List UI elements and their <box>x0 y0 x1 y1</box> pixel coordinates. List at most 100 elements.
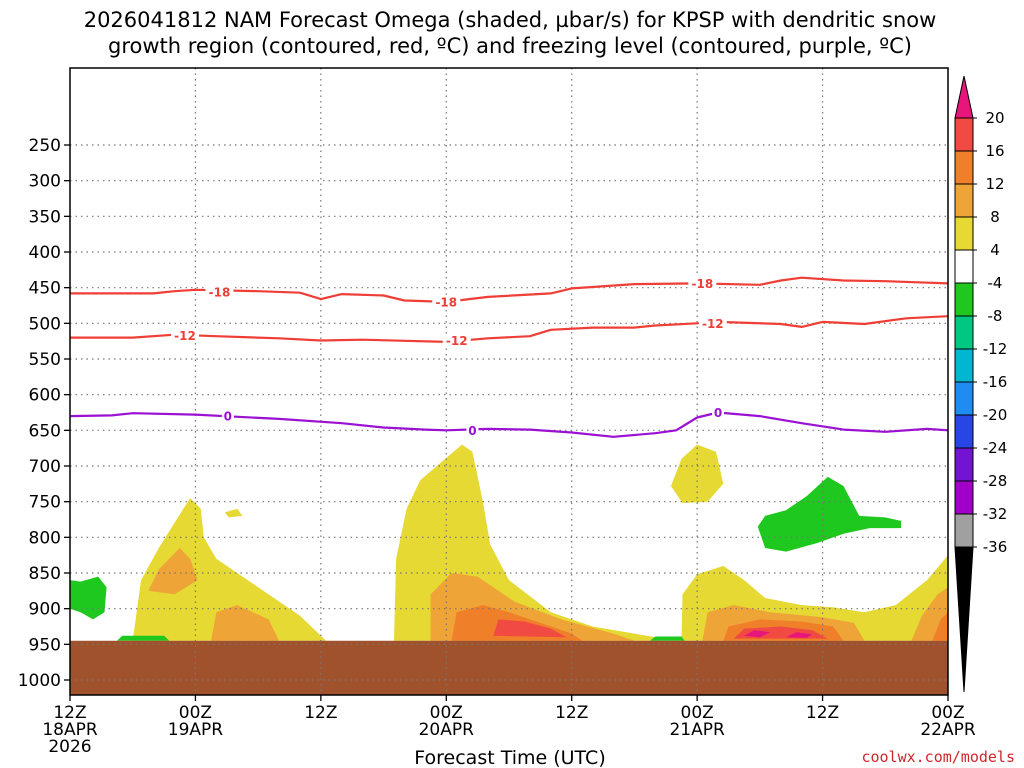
colorbar-label-12: -32 <box>983 505 1008 523</box>
colorbar-swatch-8 <box>954 348 974 383</box>
x-tick-label-1-0: 00Z <box>179 703 212 723</box>
chart-title-line2: growth region (contoured, red, ºC) and f… <box>108 34 912 58</box>
plot-frame <box>69 67 949 696</box>
contour-label-2: -18 <box>692 277 714 291</box>
colorbar-swatch-13 <box>954 513 974 548</box>
contour-lines <box>69 276 949 438</box>
contour-freezing-2 <box>69 411 949 438</box>
contour-label-4: -12 <box>446 334 468 348</box>
upward-motion-21apr-cell <box>671 444 724 504</box>
colorbar: 20 16 12 8 4 -4 -8 -12 -16 -20 -24 -28 -32 -36 <box>954 75 1008 693</box>
credit-text: coolwx.com/models <box>861 748 1015 766</box>
colorbar-swatch-4 <box>954 216 974 251</box>
contour-label-3: -12 <box>174 329 196 343</box>
y-tick-label-650: 650 <box>29 421 61 441</box>
y-tick-label-250: 250 <box>29 136 61 156</box>
colorbar-swatch-11 <box>954 447 974 482</box>
contour-label-bg-5 <box>698 316 727 331</box>
x-tick-label-5-1: 21APR <box>669 720 725 740</box>
colorbar-swatch-7 <box>954 315 974 350</box>
colorbar-label-7: -12 <box>983 340 1008 358</box>
colorbar-label-6: -8 <box>988 307 1003 325</box>
x-tick-label-6-0: 12Z <box>806 703 839 723</box>
colorbar-swatch-10 <box>954 414 974 449</box>
x-tick-label-0-2: 2026 <box>48 737 91 757</box>
upward-motion-21apr-peak2 <box>786 632 813 638</box>
downward-motion-west <box>70 576 107 620</box>
upward-motion-22apr-strong <box>932 612 948 641</box>
contour-dendritic-1 <box>70 315 949 343</box>
grid-lines <box>70 68 948 695</box>
y-tick-label-950: 950 <box>29 635 61 655</box>
colorbar-label-13: -36 <box>983 538 1008 556</box>
colorbar-swatch-12 <box>954 480 974 515</box>
chart-title-line1: 2026041812 NAM Forecast Omega (shaded, µ… <box>84 8 937 32</box>
contour-label-bg-4 <box>442 333 471 348</box>
colorbar-label-9: -20 <box>983 406 1008 424</box>
contour-label-0: -18 <box>209 285 231 299</box>
upward-motion-19apr <box>132 498 327 641</box>
colorbar-label-11: -28 <box>983 472 1008 490</box>
colorbar-swatch-14 <box>954 546 974 693</box>
colorbar-swatch-5 <box>954 249 974 284</box>
colorbar-swatch-3 <box>954 183 974 218</box>
x-axis-label: Forecast Time (UTC) <box>414 747 605 768</box>
colorbar-label-5: -4 <box>988 274 1003 292</box>
upward-motion-20apr-core <box>493 619 567 638</box>
y-tick-label-850: 850 <box>29 564 61 584</box>
y-axis-ticks: 250 300 350 400 450 500 550 600 650 700 750 800 850 9… <box>18 136 70 691</box>
contour-label-bg-2 <box>688 276 717 291</box>
colorbar-label-2: 12 <box>985 175 1004 193</box>
x-tick-label-3-0: 00Z <box>430 703 463 723</box>
y-tick-label-500: 500 <box>29 314 61 334</box>
colorbar-swatch-6 <box>954 282 974 317</box>
colorbar-label-10: -24 <box>983 439 1008 457</box>
colorbar-swatch-1 <box>954 117 974 152</box>
y-tick-label-400: 400 <box>29 243 61 263</box>
colorbar-swatch-2 <box>954 150 974 185</box>
contour-label-7: 0 <box>468 424 476 438</box>
colorbar-swatch-0 <box>954 75 974 119</box>
x-tick-label-7-1: 22APR <box>920 720 976 740</box>
y-tick-label-800: 800 <box>29 528 61 548</box>
contour-labels: -18 -18 -18 -12 -12 -12 0 0 0 <box>170 276 727 438</box>
downward-motion-sfc-1 <box>117 635 170 641</box>
x-tick-label-4-0: 12Z <box>555 703 588 723</box>
x-tick-label-5-0: 00Z <box>681 703 714 723</box>
downward-motion-sfc-2 <box>650 636 685 641</box>
x-tick-label-2-0: 12Z <box>304 703 337 723</box>
contour-label-bg-8 <box>712 405 725 420</box>
contour-label-1: -18 <box>435 295 457 309</box>
omega-shading <box>70 444 948 641</box>
upward-motion-21apr-peak <box>744 630 771 638</box>
y-tick-label-350: 350 <box>29 207 61 227</box>
contour-label-bg-1 <box>432 294 461 309</box>
contour-label-6: 0 <box>224 410 232 424</box>
x-tick-label-0-0: 12Z <box>53 703 86 723</box>
contour-label-8: 0 <box>714 406 722 420</box>
y-tick-label-1000: 1000 <box>18 671 61 691</box>
contour-dendritic-0 <box>70 276 949 303</box>
contour-label-bg-7 <box>466 423 479 438</box>
downward-motion-21apr <box>757 476 901 552</box>
colorbar-label-0: 20 <box>985 109 1004 127</box>
plot-border <box>69 67 949 696</box>
colorbar-swatch-9 <box>954 381 974 416</box>
ground-surface <box>70 640 948 695</box>
colorbar-label-1: 16 <box>985 142 1004 160</box>
contour-label-bg-6 <box>221 409 234 424</box>
x-tick-label-0-1: 18APR <box>42 720 98 740</box>
x-tick-label-1-1: 19APR <box>168 720 224 740</box>
upward-motion-19apr-inner <box>148 548 198 595</box>
colorbar-label-8: -16 <box>983 373 1008 391</box>
upward-motion-19apr-speck <box>224 508 243 518</box>
contour-label-5: -12 <box>702 317 724 331</box>
y-tick-label-550: 550 <box>29 350 61 370</box>
x-tick-label-7-0: 00Z <box>931 703 964 723</box>
y-tick-label-700: 700 <box>29 457 61 477</box>
colorbar-label-3: 8 <box>990 208 1000 226</box>
colorbar-label-4: 4 <box>990 241 1000 259</box>
ground-layer <box>70 640 948 695</box>
